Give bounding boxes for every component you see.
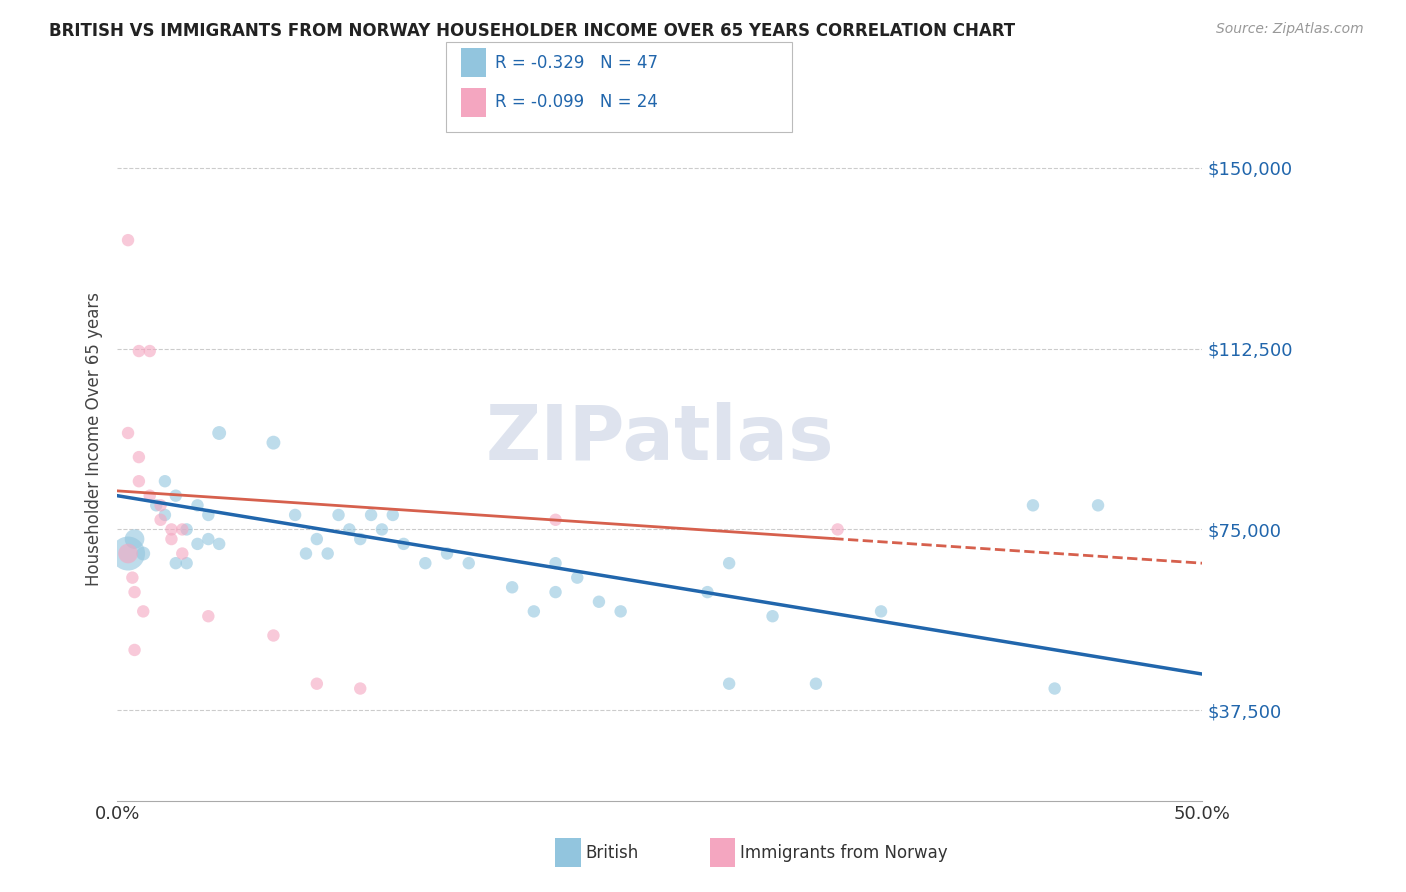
Point	[392, 537, 415, 551]
Point	[117, 547, 139, 561]
Point	[284, 508, 307, 522]
Point	[208, 537, 231, 551]
Point	[371, 523, 394, 537]
Point	[160, 523, 183, 537]
Point	[870, 604, 893, 618]
Point	[544, 556, 567, 570]
Point	[128, 344, 150, 359]
Point	[139, 489, 162, 503]
Point	[172, 547, 194, 561]
Point	[544, 513, 567, 527]
Point	[197, 532, 219, 546]
Text: Immigrants from Norway: Immigrants from Norway	[740, 844, 948, 862]
Point	[381, 508, 404, 522]
Point	[1022, 499, 1045, 513]
Point	[117, 233, 139, 247]
Point	[337, 523, 360, 537]
Text: R = -0.099   N = 24: R = -0.099 N = 24	[495, 94, 658, 112]
Point	[1043, 681, 1066, 696]
Point	[295, 547, 318, 561]
Point	[696, 585, 718, 599]
Point	[145, 499, 167, 513]
Point	[305, 676, 328, 690]
Point	[588, 595, 610, 609]
Point	[501, 580, 523, 594]
Point	[761, 609, 783, 624]
Point	[124, 532, 146, 546]
Y-axis label: Householder Income Over 65 years: Householder Income Over 65 years	[86, 292, 103, 586]
Point	[117, 547, 139, 561]
Point	[176, 556, 198, 570]
Point	[197, 508, 219, 522]
Point	[262, 628, 284, 642]
Text: Source: ZipAtlas.com: Source: ZipAtlas.com	[1216, 22, 1364, 37]
Point	[349, 532, 371, 546]
Point	[121, 571, 143, 585]
Point	[117, 425, 139, 440]
Point	[1087, 499, 1109, 513]
Point	[176, 523, 198, 537]
Text: ZIPatlas: ZIPatlas	[485, 402, 834, 476]
Point	[827, 523, 849, 537]
Point	[609, 604, 631, 618]
Point	[165, 556, 187, 570]
Point	[804, 676, 827, 690]
Point	[328, 508, 350, 522]
Point	[139, 344, 162, 359]
Point	[305, 532, 328, 546]
Text: BRITISH VS IMMIGRANTS FROM NORWAY HOUSEHOLDER INCOME OVER 65 YEARS CORRELATION C: BRITISH VS IMMIGRANTS FROM NORWAY HOUSEH…	[49, 22, 1015, 40]
Point	[316, 547, 339, 561]
Point	[718, 556, 741, 570]
Point	[415, 556, 437, 570]
Point	[153, 508, 176, 522]
Text: British: British	[585, 844, 638, 862]
Point	[457, 556, 479, 570]
Point	[132, 547, 155, 561]
Point	[436, 547, 458, 561]
Point	[132, 604, 155, 618]
Point	[544, 585, 567, 599]
Point	[718, 676, 741, 690]
Point	[567, 571, 589, 585]
Point	[172, 523, 194, 537]
Point	[128, 450, 150, 464]
Point	[124, 585, 146, 599]
Point	[208, 425, 231, 440]
Point	[186, 499, 208, 513]
Point	[186, 537, 208, 551]
Point	[160, 532, 183, 546]
Text: R = -0.329   N = 47: R = -0.329 N = 47	[495, 54, 658, 71]
Point	[523, 604, 546, 618]
Point	[262, 435, 284, 450]
Point	[149, 513, 172, 527]
Point	[128, 474, 150, 488]
Point	[124, 643, 146, 657]
Point	[149, 499, 172, 513]
Point	[360, 508, 382, 522]
Point	[165, 489, 187, 503]
Point	[153, 474, 176, 488]
Point	[197, 609, 219, 624]
Point	[349, 681, 371, 696]
